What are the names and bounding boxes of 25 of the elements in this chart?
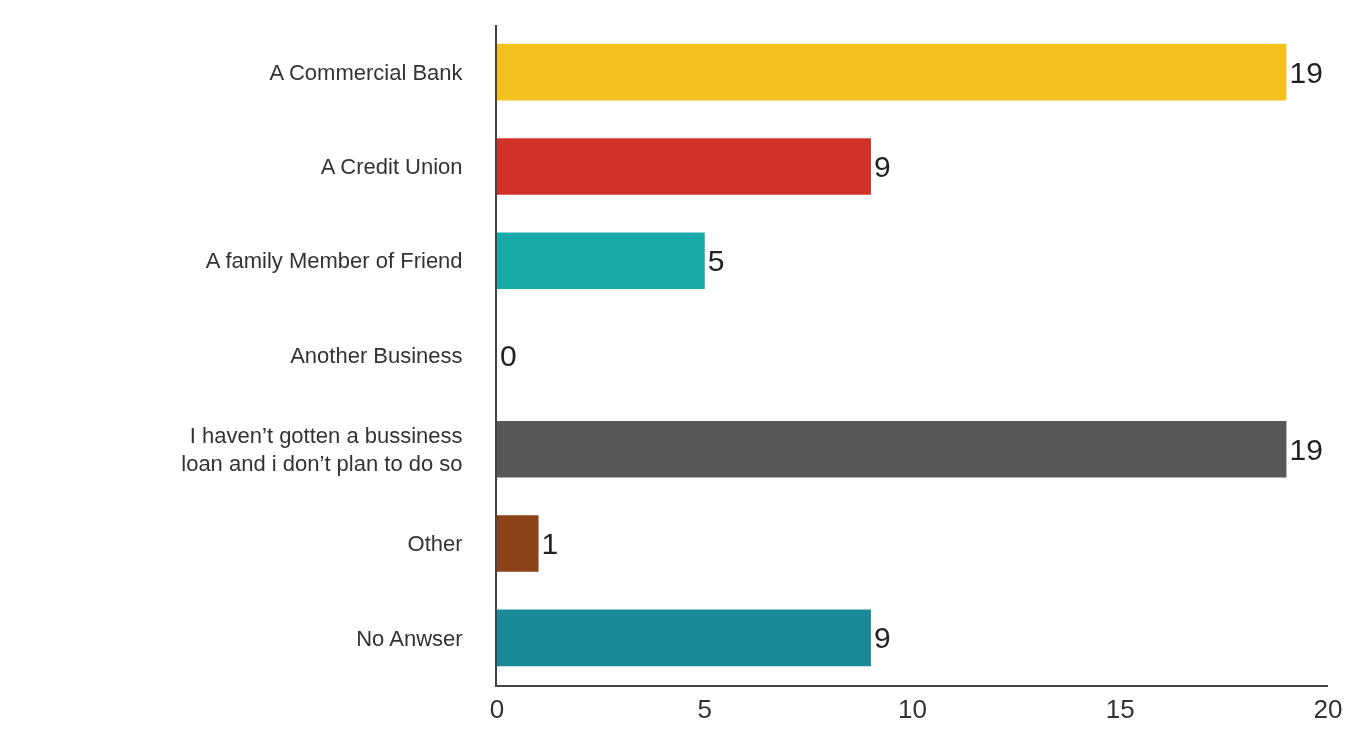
x-tick-label: 20: [1313, 694, 1343, 725]
x-tick-label: 5: [697, 694, 712, 725]
bar: [497, 421, 1287, 478]
y-tick-label: Other: [407, 531, 463, 557]
y-tick-label: No Anwser: [356, 625, 463, 651]
data-label: 9: [873, 149, 891, 183]
x-tick-label: 15: [1105, 694, 1135, 725]
data-label: 0: [500, 338, 517, 372]
x-tick-label: 10: [898, 694, 927, 725]
y-tick-label: Another Business: [290, 342, 463, 368]
bar: [497, 515, 539, 572]
bar: [497, 43, 1287, 101]
y-tick-label: A family Member of Friend: [205, 248, 463, 274]
data-label: 9: [873, 621, 891, 655]
x-tick-label: 0: [489, 694, 505, 725]
data-label: 5: [707, 244, 725, 278]
data-label: 19: [1289, 432, 1323, 466]
y-tick-label: A Credit Union: [320, 154, 463, 180]
bar: [497, 232, 705, 289]
y-tick-label: A Commercial Bank: [269, 59, 464, 85]
y-tick-label: I haven’t gotten a bussiness loan and i don’t plan to do so: [181, 422, 463, 477]
bar: [497, 138, 871, 195]
bar: [497, 609, 871, 667]
data-label: 19: [1289, 55, 1323, 89]
data-label: 1: [541, 527, 559, 561]
